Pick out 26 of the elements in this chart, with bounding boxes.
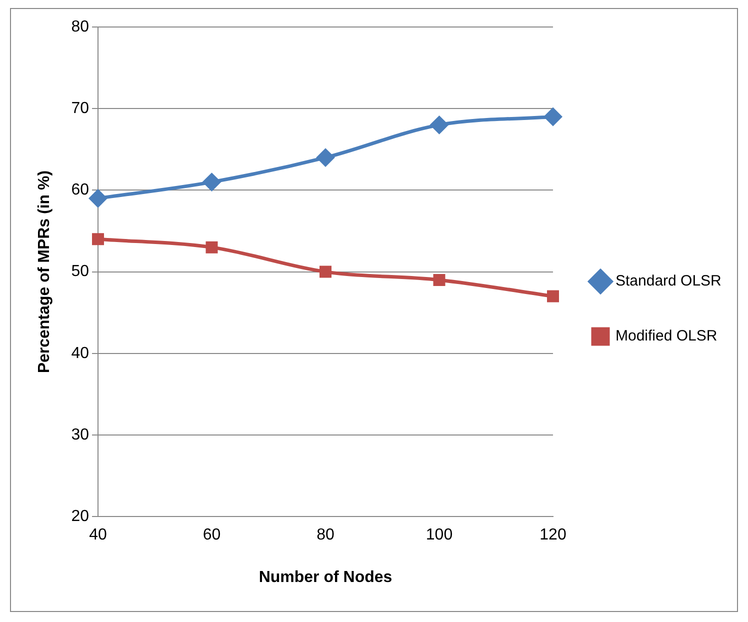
point: [547, 290, 559, 302]
point: [320, 266, 332, 278]
y-tick-label: 30: [71, 426, 90, 444]
legend-label: Modified OLSR: [616, 328, 718, 345]
point: [433, 274, 446, 286]
point: [206, 241, 218, 254]
point: [89, 190, 107, 208]
point: [430, 116, 448, 134]
x-tick-label: 40: [89, 526, 107, 544]
y-tick-label: 20: [71, 508, 90, 526]
legend-label: Standard OLSR: [616, 272, 722, 290]
x-tick-label: 80: [316, 526, 334, 544]
y-tick-label: 70: [71, 100, 90, 118]
y-tick-label: 40: [71, 344, 90, 362]
y-tick-label: 50: [71, 263, 90, 280]
point: [316, 148, 334, 166]
x-axis-title: Number of Nodes: [258, 568, 392, 586]
x-tick-label: 120: [540, 526, 566, 544]
y-axis-title: Percentage of MPRs (in %): [36, 170, 54, 374]
point: [92, 233, 104, 246]
y-tick-label: 60: [71, 182, 90, 199]
x-tick-label: 60: [202, 526, 221, 544]
point: [544, 108, 562, 126]
x-tick-label: 100: [426, 526, 453, 544]
y-tick-label: 80: [71, 18, 90, 36]
point: [203, 173, 220, 191]
